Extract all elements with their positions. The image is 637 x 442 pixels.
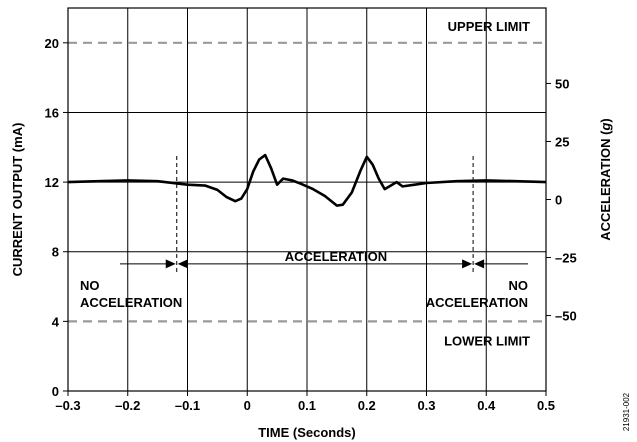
y2-tick-label: –25 [555, 251, 577, 266]
x-tick-label: –0.1 [175, 398, 200, 413]
arrowhead [474, 259, 485, 269]
arrowhead [462, 259, 473, 269]
x-tick-label: –0.2 [115, 398, 140, 413]
x-axis-label: TIME (Seconds) [258, 425, 356, 440]
y-tick-label: 20 [45, 36, 59, 51]
reference-line-label: UPPER LIMIT [448, 19, 530, 34]
y2-axis-label-suffix: ) [598, 118, 613, 122]
y2-axis-label-unit: g [598, 123, 613, 132]
y-tick-label: 16 [45, 105, 59, 120]
y2-axis-label: ACCELERATION (g) [598, 118, 613, 241]
x-tick-label: 0 [244, 398, 251, 413]
x-tick-label: 0.2 [358, 398, 376, 413]
y-tick-label: 8 [52, 245, 59, 260]
no-acceleration-right-line1: NO [509, 278, 529, 293]
y2-axis-label-prefix: ACCELERATION ( [598, 130, 613, 241]
y2-tick-label: –50 [555, 309, 577, 324]
x-tick-label: 0.5 [537, 398, 555, 413]
y-tick-label: 0 [52, 384, 59, 399]
x-tick-label: 0.3 [417, 398, 435, 413]
x-tick-label: 0.1 [298, 398, 316, 413]
markers [120, 155, 528, 273]
acceleration-label: ACCELERATION [285, 249, 387, 264]
arrowhead [177, 259, 188, 269]
y-tick-label: 12 [45, 175, 59, 190]
arrowhead [165, 259, 176, 269]
x-tick-label: –0.3 [55, 398, 80, 413]
no-acceleration-left-line1: NO [80, 278, 100, 293]
y2-tick-label: 0 [555, 193, 562, 208]
ticks: –0.3 –0.2 –0.1 0 0.1 0.2 0.3 0.4 0.5 0 4 8 12 16 20 50 2… [45, 36, 577, 413]
x-tick-label: 0.4 [477, 398, 496, 413]
y2-tick-label: 50 [555, 76, 569, 91]
y-tick-label: 4 [52, 314, 60, 329]
no-acceleration-left-line2: ACCELERATION [80, 295, 182, 310]
figure-code: 21931-002 [622, 392, 631, 431]
y-axis-label: CURRENT OUTPUT (mA) [10, 123, 25, 277]
reference-line-label: LOWER LIMIT [444, 333, 530, 348]
series-layer [67, 153, 547, 207]
reference-lines [68, 41, 546, 323]
y2-tick-label: 25 [555, 134, 569, 149]
current-trace [67, 153, 547, 207]
no-acceleration-right-line2: ACCELERATION [426, 295, 528, 310]
